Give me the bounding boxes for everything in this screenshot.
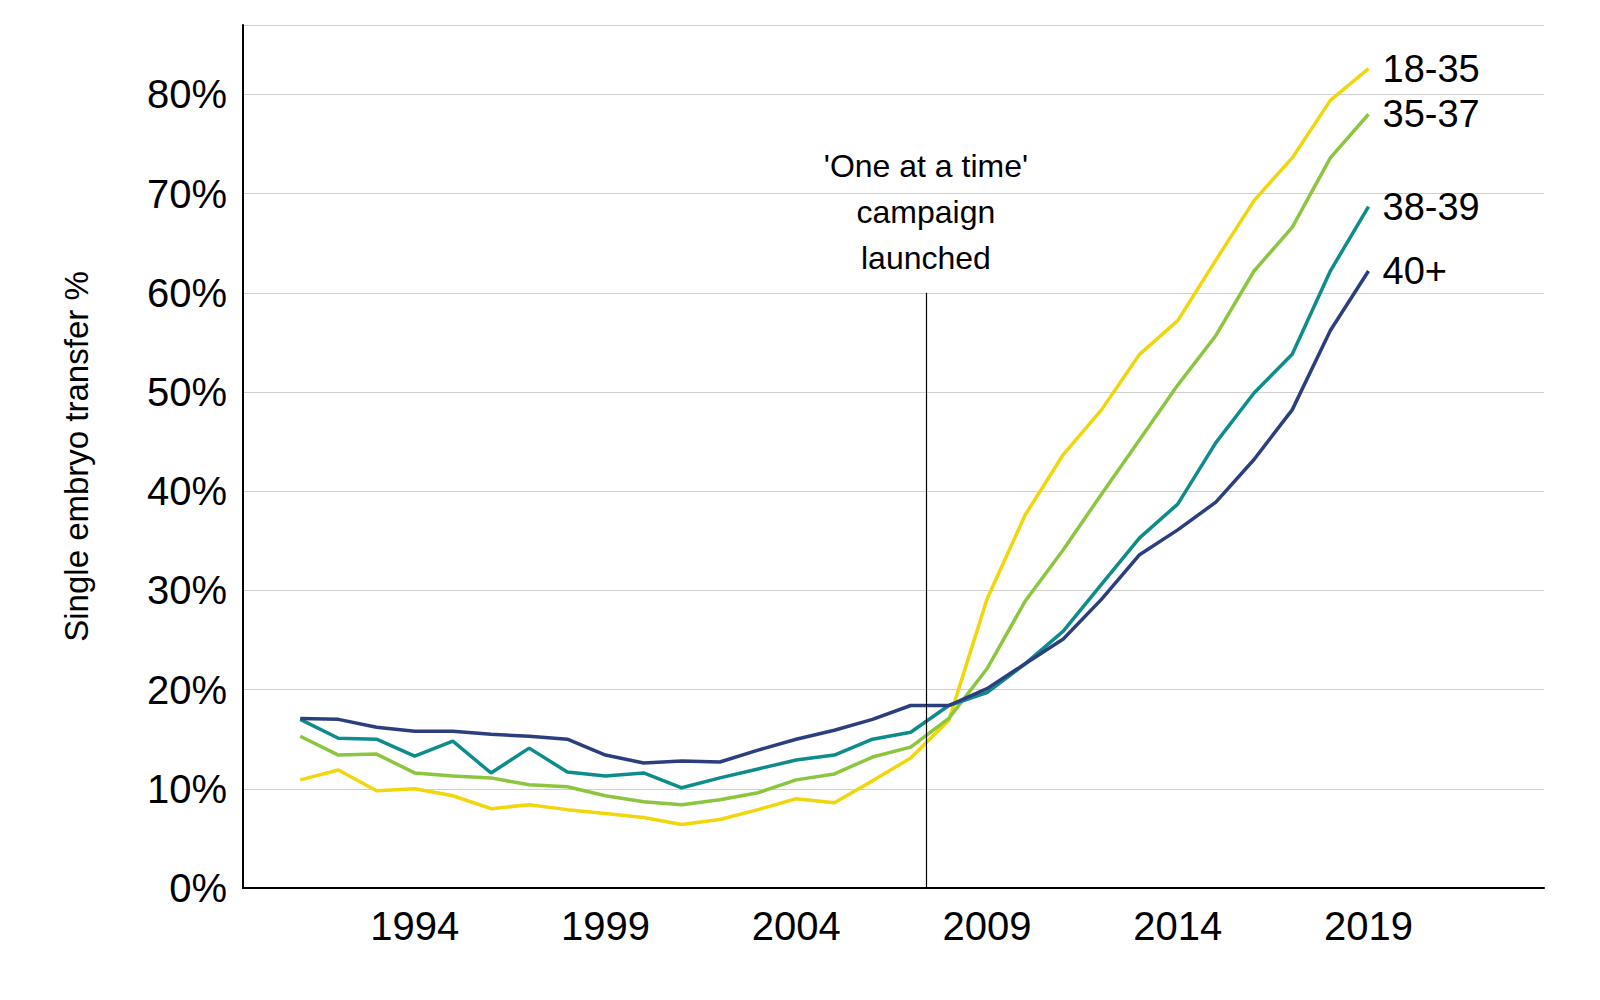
svg-text:1994: 1994	[370, 904, 459, 948]
svg-text:20%: 20%	[147, 668, 227, 712]
svg-text:38-39: 38-39	[1382, 186, 1479, 228]
svg-text:launched: launched	[861, 240, 991, 276]
svg-text:70%: 70%	[147, 172, 227, 216]
svg-text:2009: 2009	[942, 904, 1031, 948]
svg-text:35-37: 35-37	[1382, 93, 1479, 135]
svg-text:40%: 40%	[147, 469, 227, 513]
svg-text:40+: 40+	[1382, 250, 1446, 292]
svg-text:80%: 80%	[147, 72, 227, 116]
svg-text:'One at a time': 'One at a time'	[824, 148, 1028, 184]
svg-text:0%: 0%	[169, 866, 227, 910]
svg-text:10%: 10%	[147, 767, 227, 811]
svg-text:2019: 2019	[1324, 904, 1413, 948]
svg-text:2014: 2014	[1133, 904, 1222, 948]
svg-text:50%: 50%	[147, 370, 227, 414]
svg-text:60%: 60%	[147, 271, 227, 315]
svg-text:2004: 2004	[752, 904, 841, 948]
svg-text:campaign: campaign	[857, 194, 996, 230]
svg-text:30%: 30%	[147, 568, 227, 612]
svg-text:1999: 1999	[561, 904, 650, 948]
svg-text:18-35: 18-35	[1382, 48, 1479, 90]
svg-text:Single embryo transfer %: Single embryo transfer %	[58, 271, 95, 642]
